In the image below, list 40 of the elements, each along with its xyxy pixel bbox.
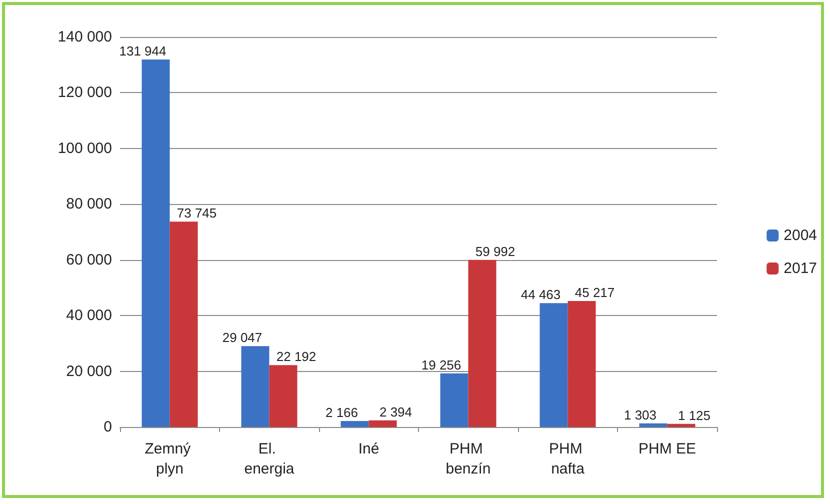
bar xyxy=(340,420,369,427)
data-label: 1 125 xyxy=(678,408,711,423)
y-tick-label: 60 000 xyxy=(66,251,112,268)
data-label: 2 394 xyxy=(379,404,412,420)
legend-label: 2017 xyxy=(784,260,818,277)
data-label: 44 463 xyxy=(520,287,561,302)
data-label: 73 745 xyxy=(176,206,217,221)
data-label: 59 992 xyxy=(475,244,516,259)
data-label: 19 256 xyxy=(421,357,462,372)
y-tick-label: 40 000 xyxy=(66,307,112,324)
data-label: 2 166 xyxy=(325,404,358,420)
bar xyxy=(440,373,468,427)
x-tick-label: Iné xyxy=(358,440,380,458)
y-tick-label: 100 000 xyxy=(58,140,112,157)
x-tick-label: PHM EE xyxy=(638,440,696,458)
bar xyxy=(368,420,397,427)
data-label: 131 944 xyxy=(119,43,166,58)
legend-label: 2004 xyxy=(784,227,818,244)
bar xyxy=(269,365,298,427)
y-tick-label: 20 000 xyxy=(66,362,112,380)
y-tick-label: 80 000 xyxy=(66,196,112,213)
bar xyxy=(241,346,270,427)
bar xyxy=(540,303,568,427)
y-tick-label: 140 000 xyxy=(58,28,112,46)
y-tick-label: 120 000 xyxy=(58,84,112,102)
data-label: 29 047 xyxy=(222,330,262,346)
bar xyxy=(142,59,170,427)
x-tick-label: Zemný plyn xyxy=(144,440,195,478)
data-label: 1 303 xyxy=(624,407,657,422)
data-label: 45 217 xyxy=(574,285,615,300)
y-tick-label: 0 xyxy=(104,418,112,436)
x-tick-label: El. energia xyxy=(244,440,295,478)
data-label: 22 192 xyxy=(276,349,316,364)
x-tick-label: PHM benzín xyxy=(446,440,491,478)
bar xyxy=(667,424,696,427)
x-tick-label: PHM nafta xyxy=(549,440,586,478)
bar xyxy=(639,423,668,427)
bar xyxy=(468,260,496,427)
bar xyxy=(170,222,198,427)
bar xyxy=(568,301,596,427)
